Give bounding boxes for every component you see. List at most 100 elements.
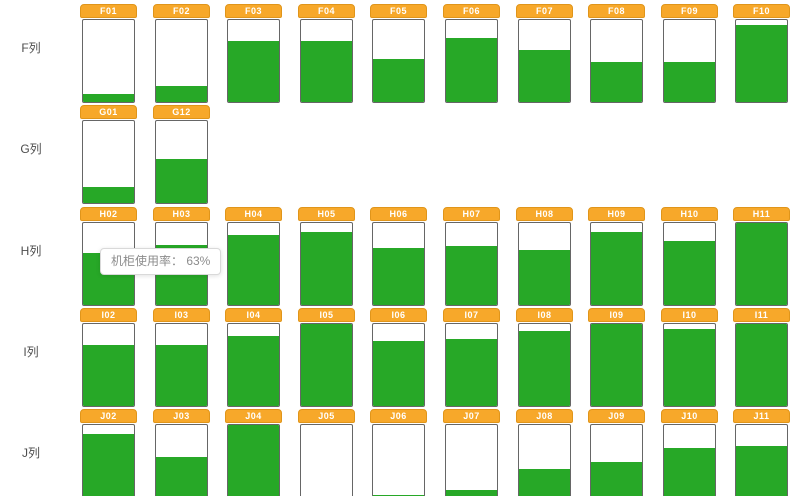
cabinet-header: F01 (80, 4, 137, 18)
cabinet-I08[interactable]: I08 (516, 308, 573, 407)
cabinet-header: H04 (225, 207, 282, 221)
cabinet-I05[interactable]: I05 (298, 308, 355, 407)
cabinet-F03[interactable]: F03 (225, 4, 282, 103)
cabinet-F04[interactable]: F04 (298, 4, 355, 103)
cabinet-header: F10 (733, 4, 790, 18)
cabinet-F01[interactable]: F01 (80, 4, 137, 103)
cabinet-G12[interactable]: G12 (153, 105, 210, 204)
cabinet-H10[interactable]: H10 (661, 207, 718, 306)
usage-fill (736, 324, 787, 406)
cabinet-header: I09 (588, 308, 645, 322)
cabinet-usage-gauge (735, 424, 788, 496)
cabinet-I06[interactable]: I06 (370, 308, 427, 407)
cabinet-I03[interactable]: I03 (153, 308, 210, 407)
usage-fill (156, 85, 207, 102)
cabinet-header: H07 (443, 207, 500, 221)
cabinet-header: J04 (225, 409, 282, 423)
cabinet-H06[interactable]: H06 (370, 207, 427, 306)
cabinet-header: H10 (661, 207, 718, 221)
cabinet-H07[interactable]: H07 (443, 207, 500, 306)
cabinet-usage-gauge (82, 19, 135, 103)
usage-fill (736, 24, 787, 102)
cabinet-header: J07 (443, 409, 500, 423)
cabinet-usage-gauge (518, 19, 571, 103)
cabinet-usage-gauge (445, 19, 498, 103)
cabinet-usage-gauge (590, 323, 643, 407)
cabinet-I04[interactable]: I04 (225, 308, 282, 407)
usage-fill (373, 494, 424, 496)
cabinet-I10[interactable]: I10 (661, 308, 718, 407)
usage-fill (591, 324, 642, 406)
usage-fill (373, 248, 424, 305)
usage-fill (446, 489, 497, 496)
usage-fill (664, 241, 715, 305)
cabinet-F05[interactable]: F05 (370, 4, 427, 103)
cabinet-header: F08 (588, 4, 645, 18)
cabinet-header: J06 (370, 409, 427, 423)
cabinet-F02[interactable]: F02 (153, 4, 210, 103)
usage-fill (228, 336, 279, 406)
cabinet-usage-gauge (227, 424, 280, 496)
cabinet-usage-gauge (82, 424, 135, 496)
cabinet-H11[interactable]: H11 (733, 207, 790, 306)
cabinet-J02[interactable]: J02 (80, 409, 137, 496)
cabinet-usage-gauge (82, 120, 135, 204)
usage-fill (446, 338, 497, 406)
cabinet-header: J08 (516, 409, 573, 423)
cabinet-H05[interactable]: H05 (298, 207, 355, 306)
cabinet-usage-gauge (735, 19, 788, 103)
cabinet-H09[interactable]: H09 (588, 207, 645, 306)
usage-fill (301, 324, 352, 406)
usage-fill (664, 328, 715, 406)
cabinet-usage-gauge (372, 424, 425, 496)
cabinet-usage-gauge (590, 19, 643, 103)
cabinet-G01[interactable]: G01 (80, 105, 137, 204)
cabinet-usage-gauge (590, 424, 643, 496)
cabinet-F08[interactable]: F08 (588, 4, 645, 103)
cabinet-header: I04 (225, 308, 282, 322)
usage-fill (591, 61, 642, 102)
cabinet-header: J03 (153, 409, 210, 423)
cabinet-usage-gauge (372, 19, 425, 103)
usage-fill (301, 232, 352, 305)
cabinet-usage-gauge (227, 19, 280, 103)
cabinet-header: F05 (370, 4, 427, 18)
cabinet-J05[interactable]: J05 (298, 409, 355, 496)
cabinet-J03[interactable]: J03 (153, 409, 210, 496)
cabinet-I09[interactable]: I09 (588, 308, 645, 407)
cabinet-H08[interactable]: H08 (516, 207, 573, 306)
cabinet-usage-gauge (155, 120, 208, 204)
cabinet-F07[interactable]: F07 (516, 4, 573, 103)
cabinet-usage-gauge (735, 222, 788, 306)
cabinet-I02[interactable]: I02 (80, 308, 137, 407)
cabinet-J06[interactable]: J06 (370, 409, 427, 496)
row-label: F列 (21, 41, 41, 55)
cabinet-J10[interactable]: J10 (661, 409, 718, 496)
usage-fill (446, 245, 497, 305)
cabinet-usage-gauge (155, 19, 208, 103)
cabinet-header: G01 (80, 105, 137, 119)
cabinet-I07[interactable]: I07 (443, 308, 500, 407)
cabinet-J09[interactable]: J09 (588, 409, 645, 496)
cabinet-usage-gauge (155, 424, 208, 496)
usage-fill (228, 40, 279, 102)
cabinet-J11[interactable]: J11 (733, 409, 790, 496)
usage-fill (736, 445, 787, 496)
cabinet-F10[interactable]: F10 (733, 4, 790, 103)
cabinet-J08[interactable]: J08 (516, 409, 573, 496)
usage-fill (736, 223, 787, 305)
usage-fill (156, 345, 207, 406)
cabinet-header: H09 (588, 207, 645, 221)
cabinet-F09[interactable]: F09 (661, 4, 718, 103)
cabinet-I11[interactable]: I11 (733, 308, 790, 407)
cabinet-J07[interactable]: J07 (443, 409, 500, 496)
row-label: H列 (20, 244, 42, 258)
cabinet-H04[interactable]: H04 (225, 207, 282, 306)
cabinet-usage-gauge (372, 323, 425, 407)
cabinet-usage-gauge (663, 323, 716, 407)
cabinet-J04[interactable]: J04 (225, 409, 282, 496)
cabinet-header: I03 (153, 308, 210, 322)
cabinet-usage-gauge (155, 323, 208, 407)
cabinet-F06[interactable]: F06 (443, 4, 500, 103)
